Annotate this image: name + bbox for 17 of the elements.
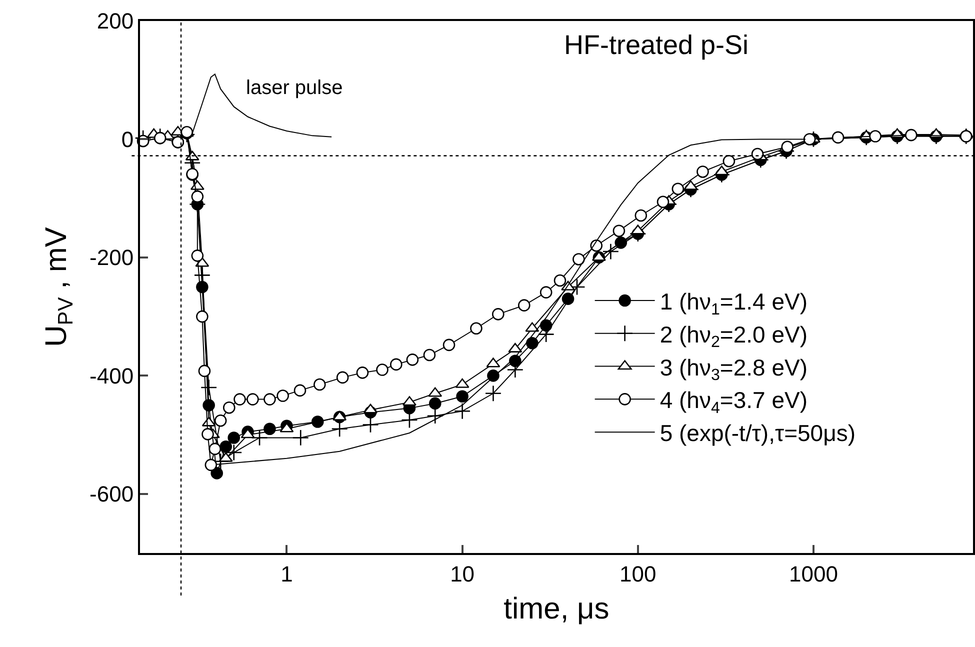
- x-tick-label: 1000: [789, 561, 838, 586]
- x-axis-title: time, μs: [504, 592, 610, 626]
- legend-label: 4 (hν$_{4}$=3.7 eV): [660, 387, 808, 417]
- legend-label: 5 (exp(-t/τ),τ=50μs): [660, 420, 856, 446]
- y-tick-label: -400: [90, 363, 134, 388]
- y-tick-label: 200: [96, 8, 134, 34]
- x-tick-label: 1: [280, 561, 293, 586]
- x-tick-label: 100: [620, 561, 656, 586]
- annotation: laser pulse: [246, 77, 343, 99]
- x-tick-label: 10: [450, 561, 475, 586]
- y-tick-label: 0: [121, 126, 134, 152]
- legend-label: 1 (hν$_{1}$=1.4 eV): [660, 288, 808, 318]
- annotation: HF-treated p-Si: [564, 30, 749, 60]
- legend-label: 3 (hν$_{3}$=2.8 eV): [660, 354, 808, 384]
- y-tick-label: -600: [90, 482, 134, 507]
- y-tick-label: -200: [90, 245, 134, 270]
- legend-label: 2 (hν$_{2}$=2.0 eV): [660, 321, 808, 352]
